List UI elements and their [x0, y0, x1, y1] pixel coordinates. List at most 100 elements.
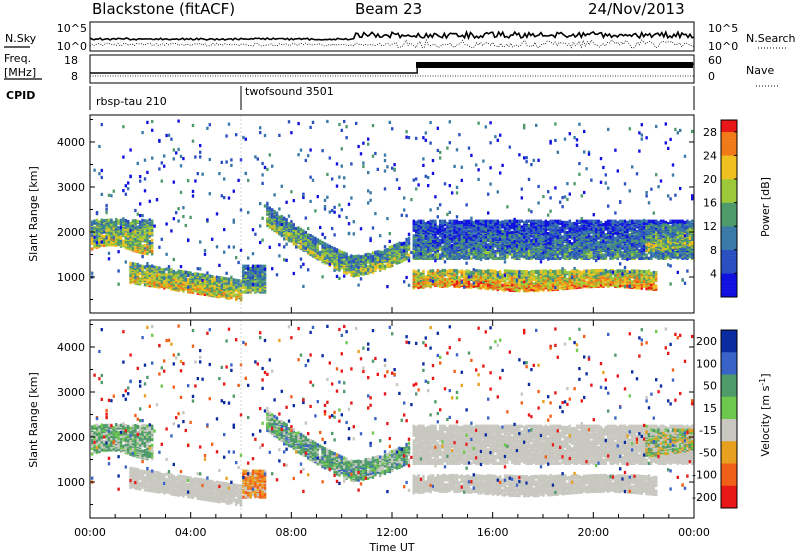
power-echo-cell — [439, 270, 442, 274]
power-echo-cell — [314, 245, 317, 249]
power-echo-cell — [100, 123, 103, 127]
power-echo-cell — [554, 281, 557, 285]
power-echo-cell — [506, 281, 509, 285]
power-echo-cell — [292, 233, 295, 237]
power-echo-cell — [427, 281, 430, 286]
power-echo-cell — [175, 286, 178, 290]
power-echo-cell — [496, 273, 499, 277]
power-echo-cell — [458, 275, 461, 280]
power-echo-cell — [458, 133, 461, 137]
power-echo-cell — [206, 126, 209, 130]
power-echo-cell — [415, 177, 418, 181]
power-echo-cell — [107, 235, 111, 239]
nsky-strip: N.Sky 10^5 10^0 N.Search 10^5 10^0 — [4, 21, 796, 53]
power-echo-cell — [556, 279, 559, 283]
power-echo-cell — [357, 262, 360, 266]
power-echo-cell — [532, 158, 535, 162]
power-echo-cell — [429, 121, 432, 125]
power-echo-cell — [520, 232, 523, 236]
power-echo-cell — [129, 237, 132, 241]
power-echo-cell — [107, 242, 111, 246]
power-echo-cell — [309, 249, 312, 253]
power-echo-cell — [256, 274, 259, 278]
power-echo-cell — [525, 270, 528, 274]
power-echo-cell — [347, 255, 351, 259]
power-echo-cell — [549, 209, 552, 213]
power-echo-cell — [134, 270, 137, 274]
power-echo-cell — [470, 256, 473, 260]
power-echo-cell — [371, 254, 375, 259]
power-echo-cell — [551, 270, 555, 274]
power-echo-cell — [136, 212, 139, 216]
power-echo-cell — [299, 240, 303, 244]
power-echo-cell — [460, 239, 463, 244]
power-echo-cell — [326, 119, 329, 123]
power-echo-cell — [220, 285, 223, 289]
power-echo-cell — [172, 157, 175, 161]
power-echo-cell — [489, 248, 492, 253]
power-echo-cell — [455, 255, 459, 259]
power-echo-cell — [542, 251, 545, 255]
power-echo-cell — [400, 213, 403, 217]
power-echo-cell — [117, 231, 120, 235]
power-echo-cell — [316, 195, 319, 199]
power-echo-cell — [446, 249, 449, 253]
power-echo-cell — [535, 286, 538, 290]
power-echo-cell — [266, 204, 269, 208]
power-echo-cell — [417, 271, 420, 275]
power-echo-cell — [119, 241, 123, 245]
power-echo-cell — [424, 256, 427, 260]
power-echo-cell — [518, 219, 521, 223]
power-echo-cell — [208, 192, 211, 196]
power-echo-cell — [323, 204, 327, 209]
power-echo-cell — [530, 219, 533, 223]
power-echo-cell — [184, 280, 187, 284]
power-echo-cell — [496, 242, 499, 246]
power-echo-cell — [508, 236, 511, 240]
power-echo-cell — [523, 280, 526, 284]
power-echo-cell — [350, 162, 353, 166]
power-echo-cell — [501, 255, 504, 259]
power-echo-cell — [455, 235, 459, 239]
power-echo-cell — [499, 220, 502, 224]
power-echo-cell — [335, 260, 339, 264]
power-echo-cell — [448, 268, 451, 273]
power-echo-cell — [436, 206, 439, 211]
power-echo-cell — [554, 122, 557, 126]
power-echo-cell — [184, 270, 187, 274]
power-echo-cell — [475, 280, 478, 284]
power-echo-cell — [429, 219, 432, 223]
power-echo-cell — [143, 230, 147, 234]
power-echo-cell — [290, 224, 293, 228]
power-echo-cell — [475, 274, 478, 278]
power-echo-cell — [431, 279, 435, 283]
power-echo-cell — [196, 172, 199, 176]
freq-label-line1: Freq. — [4, 52, 31, 65]
power-echo-cell — [484, 219, 487, 223]
power-echo-cell — [472, 268, 475, 272]
power-echo-cell — [395, 261, 399, 265]
power-echo-cell — [175, 271, 178, 275]
power-echo-cell — [124, 192, 127, 196]
power-echo-cell — [316, 246, 319, 250]
power-echo-cell — [263, 287, 267, 291]
power-echo-cell — [448, 210, 451, 214]
power-echo-cell — [494, 269, 497, 273]
power-echo-cell — [532, 234, 535, 238]
power-echo-cell — [280, 219, 283, 223]
power-echo-cell — [446, 212, 449, 217]
power-echo-cell — [460, 269, 463, 273]
power-echo-cell — [542, 248, 545, 253]
power-echo-cell — [511, 253, 514, 257]
power-echo-cell — [422, 246, 425, 250]
power-echo-cell — [436, 280, 439, 284]
power-echo-cell — [427, 184, 430, 188]
power-echo-cell — [129, 221, 132, 225]
power-echo-cell — [518, 275, 521, 279]
power-echo-cell — [537, 225, 540, 229]
power-echo-cell — [223, 283, 226, 287]
power-echo-cell — [458, 237, 461, 241]
power-echo-cell — [203, 292, 207, 296]
power-echo-cell — [299, 245, 303, 249]
power-echo-cell — [201, 273, 204, 277]
